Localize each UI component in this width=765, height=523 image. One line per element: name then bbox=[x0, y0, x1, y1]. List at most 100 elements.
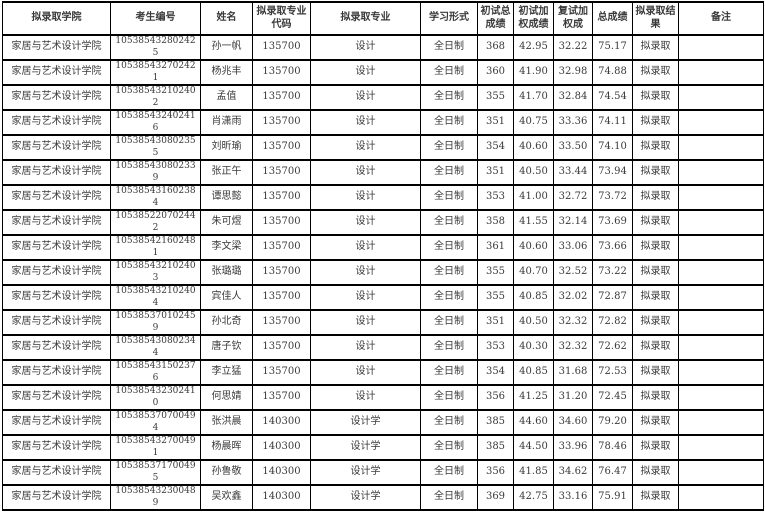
cell-initial_total: 354 bbox=[477, 359, 514, 386]
column-header-name: 姓名 bbox=[200, 1, 253, 36]
cell-name: 吴欢鑫 bbox=[200, 484, 253, 511]
column-header-result: 拟录取结果 bbox=[632, 1, 679, 36]
cell-initial_weighted: 40.60 bbox=[513, 134, 554, 161]
table-row: 家居与艺术设计学院 105385370102459 孙北奇 135700 设计 全日制 35… bbox=[2, 309, 764, 336]
cell-name: 宾佳人 bbox=[200, 284, 253, 311]
cell-major_code: 135700 bbox=[252, 334, 311, 361]
cell-study_form: 全日制 bbox=[420, 434, 478, 461]
cell-major_code: 135700 bbox=[252, 309, 311, 336]
cell-remark bbox=[678, 434, 764, 461]
column-header-remark: 备注 bbox=[678, 1, 764, 36]
table-row: 家居与艺术设计学院 105385432102404 宾佳人 135700 设计 全日制 35… bbox=[2, 284, 764, 311]
cell-major: 设计 bbox=[310, 259, 421, 286]
cell-initial_total: 355 bbox=[477, 259, 514, 286]
table-row: 家居与艺术设计学院 105385371700495 孙鲁敬 140300 设计学 全日制 3… bbox=[2, 459, 764, 486]
cell-initial_weighted: 41.90 bbox=[513, 59, 554, 86]
cell-initial_total: 355 bbox=[477, 284, 514, 311]
cell-total_score: 78.46 bbox=[592, 434, 633, 461]
cell-retest_weighted: 33.36 bbox=[553, 109, 593, 136]
cell-initial_total: 385 bbox=[477, 409, 514, 436]
cell-retest_weighted: 33.96 bbox=[553, 434, 593, 461]
cell-initial_total: 356 bbox=[477, 459, 514, 486]
cell-name: 张正午 bbox=[200, 159, 253, 186]
cell-retest_weighted: 34.62 bbox=[553, 459, 593, 486]
cell-study_form: 全日制 bbox=[420, 384, 478, 411]
cell-total_score: 75.91 bbox=[592, 484, 633, 511]
column-header-study_form: 学习形式 bbox=[420, 1, 478, 36]
cell-initial_total: 361 bbox=[477, 234, 514, 261]
cell-initial_total: 369 bbox=[477, 484, 514, 511]
cell-major_code: 135700 bbox=[252, 34, 311, 61]
cell-candidate_id: 105385370700494 bbox=[110, 409, 201, 436]
cell-college: 家居与艺术设计学院 bbox=[2, 409, 111, 436]
cell-study_form: 全日制 bbox=[420, 84, 478, 111]
cell-initial_weighted: 40.50 bbox=[513, 309, 554, 336]
cell-retest_weighted: 33.50 bbox=[553, 134, 593, 161]
cell-major_code: 135700 bbox=[252, 384, 311, 411]
cell-initial_total: 351 bbox=[477, 109, 514, 136]
cell-name: 李文梁 bbox=[200, 234, 253, 261]
cell-college: 家居与艺术设计学院 bbox=[2, 209, 111, 236]
cell-college: 家居与艺术设计学院 bbox=[2, 234, 111, 261]
cell-result: 拟录取 bbox=[632, 184, 679, 211]
table-body: 家居与艺术设计学院 105385432802425 孙一帆 135700 设计 全日制 36… bbox=[2, 34, 764, 511]
cell-result: 拟录取 bbox=[632, 359, 679, 386]
cell-total_score: 73.69 bbox=[592, 209, 633, 236]
cell-retest_weighted: 32.52 bbox=[553, 259, 593, 286]
cell-college: 家居与艺术设计学院 bbox=[2, 484, 111, 511]
cell-initial_weighted: 40.50 bbox=[513, 159, 554, 186]
cell-remark bbox=[678, 184, 764, 211]
cell-initial_weighted: 40.70 bbox=[513, 259, 554, 286]
cell-result: 拟录取 bbox=[632, 409, 679, 436]
cell-candidate_id: 105385432102402 bbox=[110, 84, 201, 111]
cell-initial_total: 354 bbox=[477, 134, 514, 161]
table-row: 家居与艺术设计学院 105385432102403 张璐璐 135700 设计 全日制 35… bbox=[2, 259, 764, 286]
cell-remark bbox=[678, 109, 764, 136]
cell-name: 孙鲁敬 bbox=[200, 459, 253, 486]
cell-result: 拟录取 bbox=[632, 434, 679, 461]
cell-initial_total: 353 bbox=[477, 334, 514, 361]
cell-study_form: 全日制 bbox=[420, 309, 478, 336]
cell-major: 设计 bbox=[310, 284, 421, 311]
cell-remark bbox=[678, 259, 764, 286]
cell-study_form: 全日制 bbox=[420, 184, 478, 211]
cell-candidate_id: 105385432300489 bbox=[110, 484, 201, 511]
cell-total_score: 73.94 bbox=[592, 159, 633, 186]
cell-candidate_id: 105385431602384 bbox=[110, 184, 201, 211]
cell-name: 杨兆丰 bbox=[200, 59, 253, 86]
cell-retest_weighted: 32.22 bbox=[553, 34, 593, 61]
cell-total_score: 72.87 bbox=[592, 284, 633, 311]
cell-result: 拟录取 bbox=[632, 159, 679, 186]
cell-college: 家居与艺术设计学院 bbox=[2, 284, 111, 311]
cell-remark bbox=[678, 234, 764, 261]
cell-retest_weighted: 32.14 bbox=[553, 209, 593, 236]
column-header-initial_weighted: 初试加权成绩 bbox=[513, 1, 554, 36]
cell-study_form: 全日制 bbox=[420, 259, 478, 286]
cell-college: 家居与艺术设计学院 bbox=[2, 384, 111, 411]
cell-study_form: 全日制 bbox=[420, 459, 478, 486]
cell-major_code: 135700 bbox=[252, 359, 311, 386]
cell-major: 设计 bbox=[310, 109, 421, 136]
cell-result: 拟录取 bbox=[632, 284, 679, 311]
cell-retest_weighted: 32.02 bbox=[553, 284, 593, 311]
cell-result: 拟录取 bbox=[632, 334, 679, 361]
cell-total_score: 73.22 bbox=[592, 259, 633, 286]
cell-initial_total: 351 bbox=[477, 309, 514, 336]
table-row: 家居与艺术设计学院 105385430802339 张正午 135700 设计 全日制 35… bbox=[2, 159, 764, 186]
cell-college: 家居与艺术设计学院 bbox=[2, 84, 111, 111]
cell-initial_weighted: 40.75 bbox=[513, 109, 554, 136]
cell-retest_weighted: 31.20 bbox=[553, 384, 593, 411]
column-header-college: 拟录取学院 bbox=[2, 1, 111, 36]
cell-major: 设计学 bbox=[310, 459, 421, 486]
cell-study_form: 全日制 bbox=[420, 209, 478, 236]
cell-remark bbox=[678, 84, 764, 111]
cell-candidate_id: 105385432802425 bbox=[110, 34, 201, 61]
cell-candidate_id: 105385220702442 bbox=[110, 209, 201, 236]
cell-remark bbox=[678, 34, 764, 61]
cell-total_score: 72.53 bbox=[592, 359, 633, 386]
cell-result: 拟录取 bbox=[632, 384, 679, 411]
cell-major_code: 135700 bbox=[252, 209, 311, 236]
table-row: 家居与艺术设计学院 105385421602481 李文梁 135700 设计 全日制 36… bbox=[2, 234, 764, 261]
cell-initial_total: 356 bbox=[477, 384, 514, 411]
